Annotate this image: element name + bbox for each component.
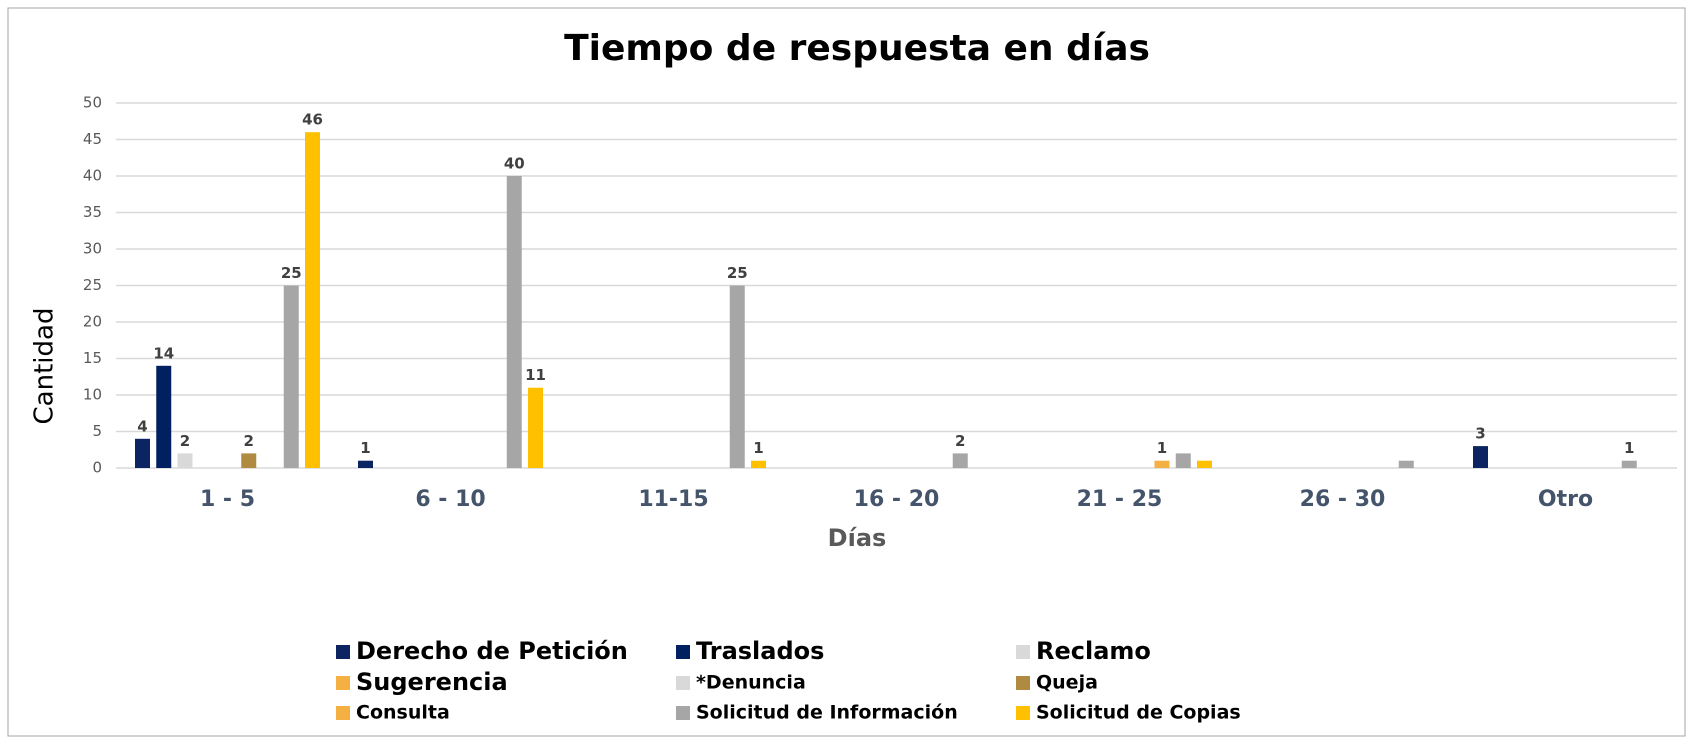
y-axis-title: Cantidad [30, 308, 60, 425]
data-label: 25 [727, 264, 748, 282]
legend-label: Sugerencia [356, 668, 508, 696]
legend-swatch [676, 706, 690, 720]
data-label: 14 [153, 344, 174, 362]
bar [952, 453, 968, 468]
bar [1197, 460, 1212, 468]
x-tick-label: 1 - 5 [200, 487, 255, 512]
y-tick-label: 25 [83, 276, 102, 294]
data-label: 1 [1624, 439, 1634, 457]
legend-label: Traslados [696, 637, 824, 665]
legend-label: *Denuncia [696, 672, 806, 694]
bar [283, 285, 299, 468]
data-label: 2 [180, 432, 190, 450]
legend-swatch [676, 645, 690, 659]
data-label: 11 [525, 366, 546, 384]
chart-frame [7, 7, 1686, 737]
legend-label: Consulta [356, 702, 450, 724]
bar [241, 453, 257, 468]
x-tick-label: 21 - 25 [1077, 487, 1163, 512]
legend-label: Solicitud de Información [696, 702, 958, 724]
data-label: 1 [360, 439, 370, 457]
x-tick-label: 16 - 20 [854, 487, 940, 512]
x-tick-label: 6 - 10 [415, 487, 485, 512]
data-label: 2 [244, 432, 254, 450]
bar [528, 387, 543, 468]
y-tick-label: 40 [83, 167, 102, 185]
data-label: 1 [1157, 439, 1167, 457]
bar [1175, 453, 1191, 468]
bar [156, 365, 172, 468]
bar [506, 176, 522, 468]
data-label: 2 [955, 432, 965, 450]
y-tick-label: 15 [83, 349, 102, 367]
legend-label: Solicitud de Copias [1036, 702, 1241, 724]
bar [1154, 460, 1170, 468]
legend-swatch [336, 645, 350, 659]
chart-title: Tiempo de respuesta en días [564, 28, 1150, 69]
bar [358, 460, 373, 468]
x-tick-label: 11-15 [638, 487, 708, 512]
data-label: 46 [302, 111, 323, 129]
legend-swatch [1016, 706, 1030, 720]
y-tick-label: 30 [83, 240, 102, 258]
legend-swatch [1016, 676, 1030, 690]
data-label: 3 [1475, 425, 1485, 443]
data-label: 1 [753, 439, 763, 457]
y-tick-label: 20 [83, 313, 102, 331]
y-tick-label: 35 [83, 203, 102, 221]
legend-label: Derecho de Petición [356, 637, 628, 665]
bar [135, 438, 150, 468]
bar [177, 453, 193, 468]
legend-swatch [336, 706, 350, 720]
x-tick-label: Otro [1538, 487, 1593, 512]
bar [1473, 446, 1488, 468]
bar [729, 285, 745, 468]
y-tick-label: 50 [83, 94, 102, 112]
data-label: 4 [137, 417, 147, 435]
data-label: 40 [504, 155, 525, 173]
y-tick-label: 5 [92, 422, 102, 440]
bar [1621, 460, 1637, 468]
legend-swatch [1016, 645, 1030, 659]
y-tick-label: 0 [92, 459, 102, 477]
bar [1398, 460, 1414, 468]
x-tick-label: 26 - 30 [1300, 487, 1386, 512]
y-tick-label: 45 [83, 130, 102, 148]
y-tick-label: 10 [83, 386, 102, 404]
legend-swatch [336, 676, 350, 690]
data-label: 25 [281, 264, 302, 282]
legend-swatch [676, 676, 690, 690]
bar [751, 460, 766, 468]
x-axis-title: Días [828, 524, 887, 552]
legend-label: Queja [1036, 672, 1098, 694]
legend-label: Reclamo [1036, 637, 1151, 665]
bar [305, 132, 320, 468]
